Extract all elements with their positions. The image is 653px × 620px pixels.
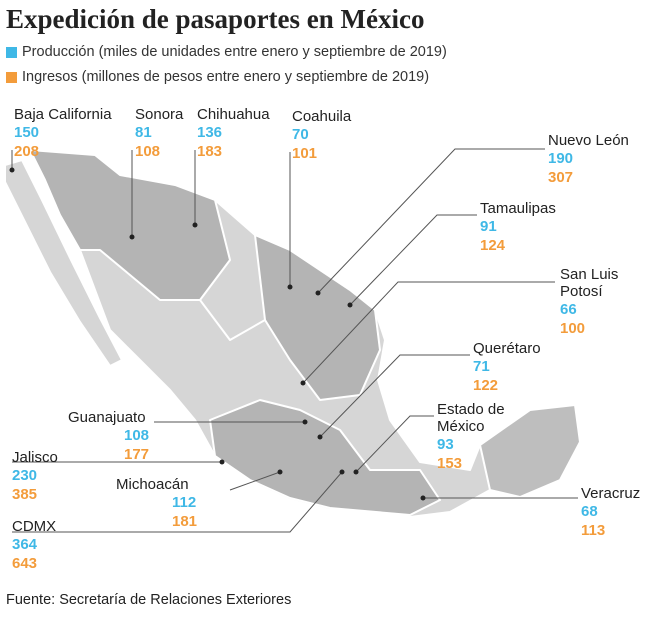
legend-item: Ingresos (millones de pesos entre enero …: [6, 69, 429, 85]
state-label: Tamaulipas 91 124: [480, 200, 580, 255]
source: Fuente: Secretaría de Relaciones Exterio…: [6, 592, 292, 608]
state-label: Veracruz 68 113: [581, 485, 651, 540]
state-name: Coahuila: [292, 108, 352, 125]
production-value: 71: [473, 358, 490, 375]
income-value: 643: [12, 555, 38, 572]
income-value: 307: [548, 169, 574, 186]
income-value: 101: [292, 145, 318, 162]
state-label: San Luis Potosí 66 100: [560, 266, 630, 338]
production-value: 136: [197, 124, 223, 141]
state-name: Chihuahua: [197, 106, 270, 123]
production-value: 112: [172, 494, 197, 511]
income-value: 208: [14, 143, 40, 160]
state-label: Querétaro 71 122: [473, 340, 573, 395]
production-value: 108: [124, 427, 150, 444]
state-label: Coahuila 70 101: [292, 108, 372, 163]
state-name: Nuevo León: [548, 132, 629, 149]
state-label: CDMX 364 643: [12, 518, 92, 573]
income-value: 124: [480, 237, 506, 254]
income-value: 177: [124, 446, 150, 463]
state-label: Michoacán 112 181: [116, 476, 216, 531]
production-value: 230: [12, 467, 38, 484]
income-value: 113: [581, 522, 606, 539]
income-value: 183: [197, 143, 223, 160]
production-value: 70: [292, 126, 309, 143]
income-value: 100: [560, 320, 586, 337]
state-name: Guanajuato: [68, 409, 146, 426]
production-value: 68: [581, 503, 598, 520]
state-label: Chihuahua 136 183: [197, 106, 287, 161]
income-value: 122: [473, 377, 499, 394]
state-name: Sonora: [135, 106, 184, 123]
state-name: San Luis Potosí: [560, 266, 619, 300]
income-value: 385: [12, 486, 38, 503]
state-label: Estado de México 93 153: [437, 401, 537, 473]
state-name: Querétaro: [473, 340, 541, 357]
state-name: Veracruz: [581, 485, 641, 502]
state-label: Nuevo León 190 307: [548, 132, 648, 187]
income-value: 153: [437, 455, 463, 472]
legend-swatch: [6, 71, 17, 83]
state-label: Baja California 150 208: [14, 106, 144, 161]
legend-item: Producción (miles de unidades entre ener…: [6, 44, 447, 60]
production-value: 91: [480, 218, 497, 235]
state-name: Baja California: [14, 106, 112, 123]
state-label: Jalisco 230 385: [12, 449, 92, 504]
production-value: 150: [14, 124, 40, 141]
production-value: 364: [12, 536, 38, 553]
state-name: CDMX: [12, 518, 57, 535]
legend-label: Ingresos (millones de pesos entre enero …: [22, 69, 430, 85]
production-value: 190: [548, 150, 574, 167]
legend-label: Producción (miles de unidades entre ener…: [22, 44, 447, 60]
production-value: 66: [560, 301, 577, 318]
legend-swatch: [6, 46, 17, 58]
state-label: Sonora 81 108: [135, 106, 195, 161]
state-name: Estado de México: [437, 401, 505, 435]
production-value: 93: [437, 436, 454, 453]
state-label: Guanajuato 108 177: [68, 409, 168, 464]
income-value: 108: [135, 143, 161, 160]
state-name: Michoacán: [116, 476, 189, 493]
production-value: 81: [135, 124, 152, 141]
income-value: 181: [172, 513, 198, 530]
state-name: Tamaulipas: [480, 200, 556, 217]
state-name: Jalisco: [12, 449, 58, 466]
title: Expedición de pasaportes en México: [6, 4, 425, 34]
